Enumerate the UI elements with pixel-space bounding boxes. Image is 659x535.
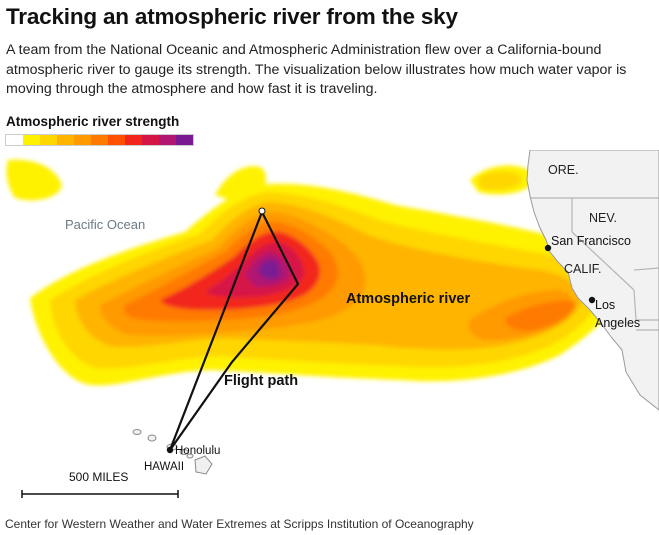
map: Pacific Ocean ORE. NEV. San Francisco CA… [6, 150, 659, 498]
description: A team from the National Oceanic and Atm… [6, 42, 627, 97]
legend-swatch [142, 135, 159, 145]
los-angeles-label-line1: Los [595, 298, 615, 312]
honolulu-label: Honolulu [175, 445, 220, 457]
ore-label: ORE. [548, 163, 579, 177]
legend-swatch [57, 135, 74, 145]
atmospheric-river-field [6, 159, 620, 386]
hawaii-label: HAWAII [144, 461, 184, 473]
flight-path-label: Flight path [224, 373, 298, 389]
scale-bar: 500 MILES [21, 470, 179, 498]
honolulu-dot [166, 446, 174, 454]
legend-swatch [159, 135, 176, 145]
pacific-ocean-label: Pacific Ocean [65, 217, 145, 232]
takeoff-point [258, 207, 266, 215]
hawaiian-islands [132, 429, 213, 475]
legend-swatch [108, 135, 125, 145]
legend-color-scale [5, 134, 194, 146]
los-angeles-label-line2: Angeles [595, 316, 640, 330]
source-credit: Center for Western Weather and Water Ext… [5, 517, 474, 531]
nev-label: NEV. [589, 211, 617, 225]
legend-swatch [40, 135, 57, 145]
legend-swatch [23, 135, 40, 145]
san-francisco-dot [544, 244, 552, 252]
legend-swatch [74, 135, 91, 145]
legend-swatch [91, 135, 108, 145]
flight-path-line [168, 209, 300, 451]
calif-label: CALIF. [564, 262, 602, 276]
san-francisco-label: San Francisco [551, 234, 631, 248]
legend-swatch [6, 135, 23, 145]
page-title: Tracking an atmospheric river from the s… [6, 4, 458, 29]
north-america-land [526, 150, 659, 411]
legend-title: Atmospheric river strength [6, 114, 180, 129]
atmospheric-river-label: Atmospheric river [346, 291, 470, 307]
legend-swatch [176, 135, 193, 145]
scale-label: 500 MILES [69, 470, 128, 484]
los-angeles-dot [588, 296, 596, 304]
legend-swatch [125, 135, 142, 145]
